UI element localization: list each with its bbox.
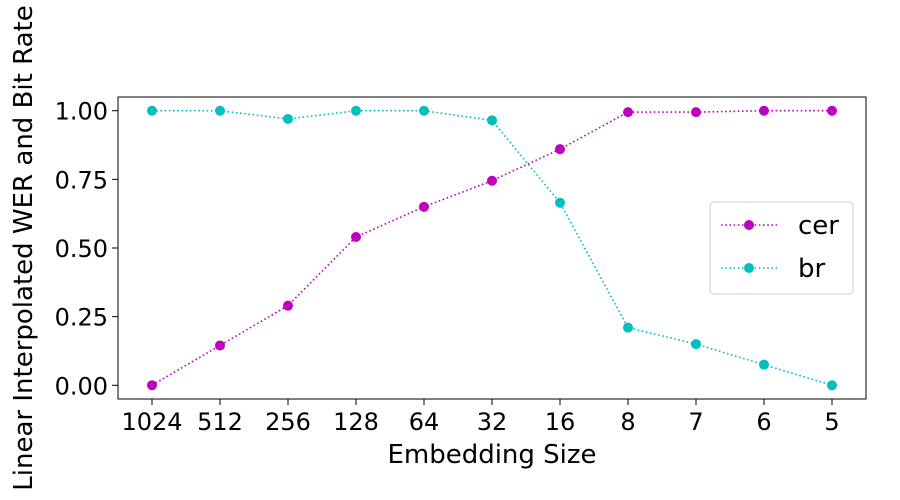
data-point-br bbox=[555, 197, 565, 208]
y-tick-label: 0.25 bbox=[55, 304, 108, 332]
legend: cer br bbox=[709, 201, 854, 295]
legend-label-cer: cer bbox=[798, 211, 839, 241]
x-tick-label: 128 bbox=[333, 408, 379, 436]
data-point-br bbox=[351, 105, 361, 116]
data-point-br bbox=[691, 339, 701, 350]
x-tick-label: 6 bbox=[756, 408, 771, 436]
x-axis-ticks: 1024 512 256 128 64 32 16 8 7 6 5 bbox=[121, 399, 840, 436]
x-tick-label: 64 bbox=[409, 408, 440, 436]
x-axis-label: Embedding Size bbox=[387, 440, 596, 470]
y-tick-label: 0.75 bbox=[55, 166, 108, 194]
data-point-br bbox=[419, 105, 429, 116]
data-point-br bbox=[759, 359, 769, 370]
data-point-cer bbox=[555, 144, 565, 155]
data-point-cer bbox=[487, 175, 497, 186]
data-point-br bbox=[623, 322, 633, 333]
x-tick-label: 256 bbox=[265, 408, 311, 436]
x-tick-label: 512 bbox=[197, 408, 243, 436]
legend-label-br: br bbox=[798, 254, 826, 284]
data-point-cer bbox=[623, 107, 633, 118]
x-tick-label: 7 bbox=[688, 408, 703, 436]
data-point-cer bbox=[215, 340, 225, 351]
y-tick-label: 0.50 bbox=[55, 235, 108, 263]
y-tick-label: 0.00 bbox=[55, 372, 108, 400]
x-tick-label: 1024 bbox=[121, 408, 182, 436]
x-tick-label: 8 bbox=[620, 408, 635, 436]
data-point-br bbox=[215, 105, 225, 116]
series-line-cer bbox=[151, 109, 832, 386]
data-point-cer bbox=[759, 105, 769, 116]
legend-marker-br bbox=[744, 263, 754, 273]
y-axis-ticks: 0.00 0.25 0.50 0.75 1.00 bbox=[55, 98, 118, 400]
plot-marks bbox=[147, 105, 837, 391]
data-point-br bbox=[827, 380, 837, 391]
data-point-cer bbox=[147, 380, 157, 391]
data-point-cer bbox=[827, 105, 837, 116]
y-tick-label: 1.00 bbox=[55, 98, 108, 126]
data-point-br bbox=[283, 113, 293, 124]
legend-marker-cer bbox=[744, 220, 754, 230]
data-point-cer bbox=[691, 107, 701, 118]
data-point-cer bbox=[351, 232, 361, 243]
x-tick-label: 16 bbox=[545, 408, 576, 436]
data-point-br bbox=[147, 105, 157, 116]
y-axis-label: Linear Interpolated WER and Bit Rate bbox=[9, 5, 39, 490]
data-point-cer bbox=[283, 300, 293, 311]
x-tick-label: 32 bbox=[477, 408, 508, 436]
data-point-br bbox=[487, 115, 497, 126]
x-tick-label: 5 bbox=[824, 408, 839, 436]
data-point-cer bbox=[419, 201, 429, 212]
